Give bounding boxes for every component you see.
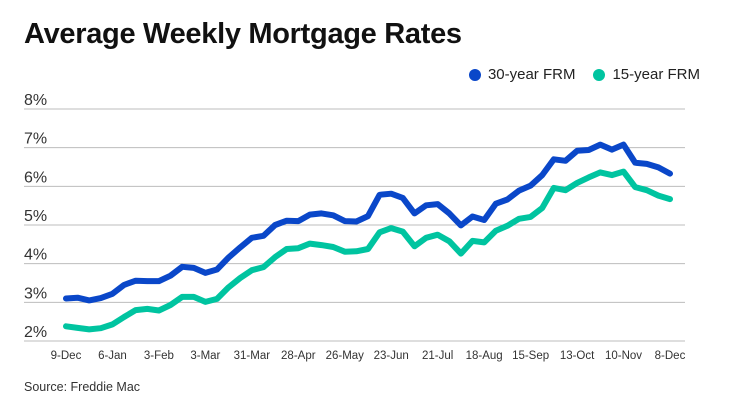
x-tick-label: 9-Dec xyxy=(51,350,82,362)
x-tick-label: 6-Jan xyxy=(98,350,127,362)
x-tick-label: 3-Feb xyxy=(144,350,174,362)
series-line-15-year-frm xyxy=(63,168,673,333)
x-tick-label: 28-Apr xyxy=(281,350,316,362)
legend-label-30-year: 30-year FRM xyxy=(487,66,576,83)
legend-label-15-year: 15-year FRM xyxy=(612,66,700,83)
x-tick-label: 21-Jul xyxy=(422,350,453,362)
y-tick-label: 5% xyxy=(24,208,47,225)
legend-item-30-year: 30-year FRM xyxy=(468,66,576,83)
x-tick-label: 26-May xyxy=(326,350,365,362)
legend-swatch-15-year xyxy=(593,68,606,81)
y-tick-label: 6% xyxy=(24,169,47,186)
x-tick-label: 23-Jun xyxy=(374,350,409,362)
chart-title: Average Weekly Mortgage Rates xyxy=(24,18,462,50)
series-line-30-year-frm xyxy=(63,141,673,304)
x-tick-label: 31-Mar xyxy=(234,350,271,362)
y-tick-label: 8% xyxy=(24,92,47,109)
source-note: Source: Freddie Mac xyxy=(24,380,141,394)
legend-swatch-30-year xyxy=(468,68,481,81)
y-tick-label: 7% xyxy=(24,131,47,148)
x-tick-label: 18-Aug xyxy=(466,350,503,362)
y-tick-label: 4% xyxy=(24,247,47,264)
x-tick-label: 15-Sep xyxy=(512,350,549,362)
x-tick-label: 3-Mar xyxy=(190,350,220,362)
legend-item-15-year: 15-year FRM xyxy=(593,66,700,83)
x-tick-label: 13-Oct xyxy=(560,350,595,362)
y-tick-label: 2% xyxy=(24,324,47,341)
x-tick-label: 8-Dec xyxy=(655,350,686,362)
legend: 30-year FRM 15-year FRM xyxy=(468,66,700,83)
x-tick-label: 10-Nov xyxy=(605,350,642,362)
y-tick-label: 3% xyxy=(24,285,47,302)
